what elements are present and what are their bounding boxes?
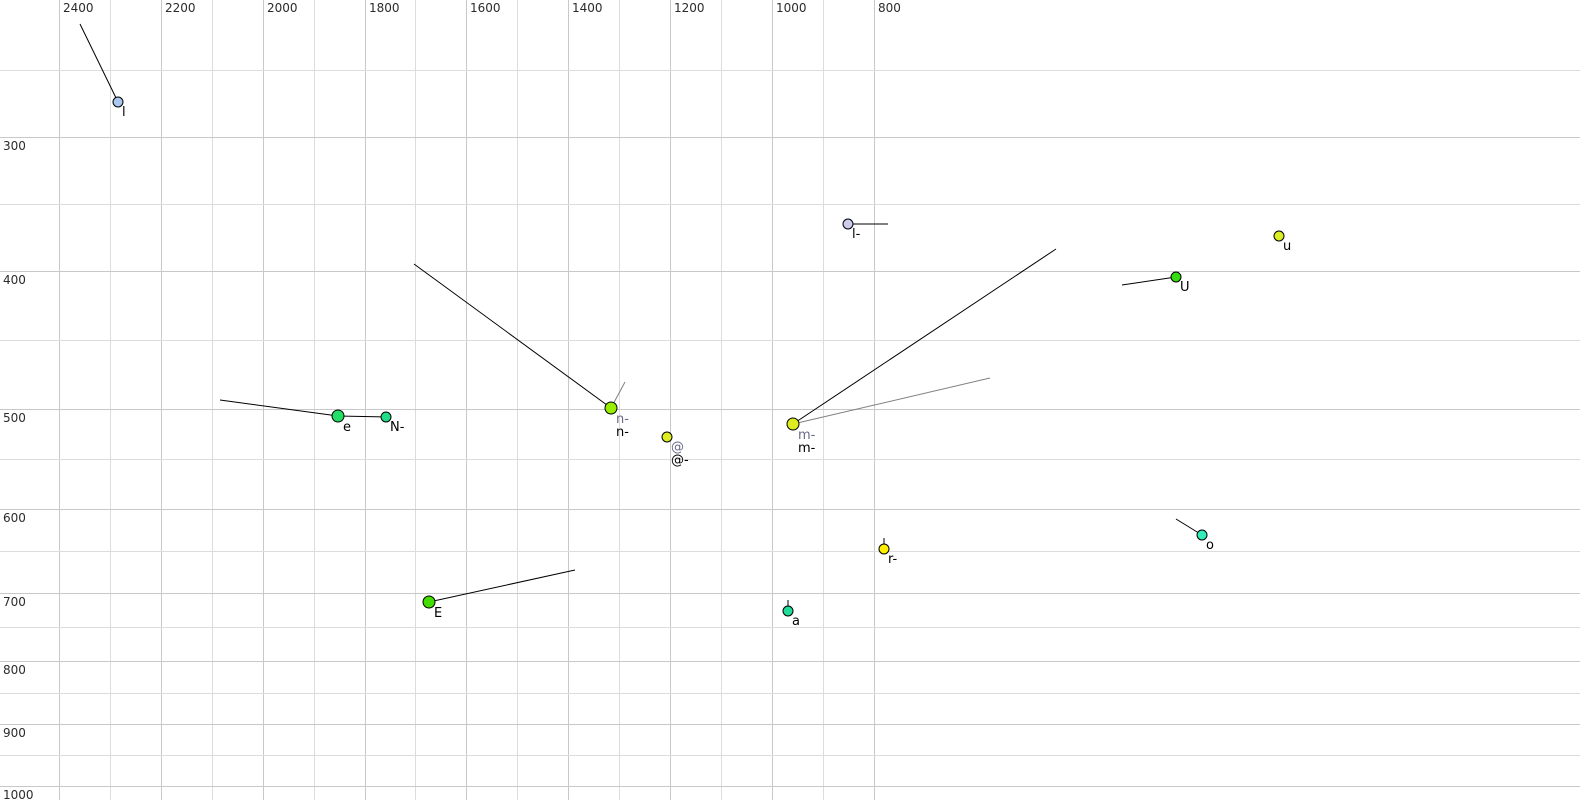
x-tick-label-2400: 2400	[63, 1, 94, 15]
y-tick-label-400: 400	[3, 273, 26, 287]
connector-line-l-upper	[79, 23, 119, 103]
connector-line-m-	[792, 377, 991, 425]
point-label-ghost-@-: @	[671, 440, 684, 455]
x-tick-label-1400: 1400	[572, 1, 603, 15]
point-label-e: e	[343, 420, 351, 435]
data-point-marker-u[interactable]	[1273, 230, 1285, 242]
data-point-marker-a[interactable]	[782, 605, 794, 617]
point-label-a: a	[792, 614, 800, 629]
connector-line-e	[219, 399, 339, 417]
data-point-marker-N-[interactable]	[380, 411, 392, 423]
point-label-u: u	[1283, 239, 1292, 254]
point-label-m-: m-	[798, 441, 816, 456]
point-label-U: U	[1180, 280, 1190, 295]
x-tick-label-1600: 1600	[470, 1, 501, 15]
y-tick-label-500: 500	[3, 411, 26, 425]
point-label-l-mid: l-	[852, 227, 861, 242]
point-label-E: E	[434, 606, 443, 621]
x-tick-label-1800: 1800	[369, 1, 400, 15]
x-tick-label-2000: 2000	[267, 1, 298, 15]
connector-line-N-	[337, 415, 387, 418]
connector-line-m-	[792, 248, 1057, 425]
x-tick-label-800: 800	[878, 1, 901, 15]
point-label-N-: N-	[390, 420, 405, 435]
connector-line-E	[428, 569, 576, 603]
x-tick-label-1000: 1000	[776, 1, 807, 15]
y-tick-label-300: 300	[3, 139, 26, 153]
y-tick-label-600: 600	[3, 511, 26, 525]
data-point-marker-r-[interactable]	[878, 543, 890, 555]
x-tick-label-1200: 1200	[674, 1, 705, 15]
data-point-marker-E[interactable]	[422, 595, 436, 609]
x-tick-label-2200: 2200	[165, 1, 196, 15]
data-point-marker-U[interactable]	[1170, 271, 1182, 283]
point-label-n-: n-	[616, 425, 629, 440]
point-label-o: o	[1206, 538, 1214, 553]
point-label-ghost-m-: m-	[798, 428, 816, 443]
point-label-l-upper: l	[122, 105, 126, 120]
data-point-marker-@-[interactable]	[661, 431, 673, 443]
data-point-marker-l-mid[interactable]	[842, 218, 854, 230]
connector-line-n-	[413, 263, 612, 409]
point-label-r-: r-	[888, 552, 898, 567]
y-tick-label-900: 900	[3, 726, 26, 740]
connector-line-U	[1121, 276, 1177, 286]
data-point-marker-m-[interactable]	[786, 417, 800, 431]
data-point-marker-e[interactable]	[331, 409, 345, 423]
point-label-ghost-n-: n-	[616, 412, 629, 427]
data-point-marker-o[interactable]	[1196, 529, 1208, 541]
data-point-marker-n-[interactable]	[604, 401, 618, 415]
y-tick-label-800: 800	[3, 663, 26, 677]
data-point-marker-l-upper[interactable]	[112, 96, 124, 108]
y-tick-label-1000: 1000	[3, 788, 34, 800]
y-tick-label-700: 700	[3, 595, 26, 609]
point-label-@-: @-	[671, 453, 689, 468]
